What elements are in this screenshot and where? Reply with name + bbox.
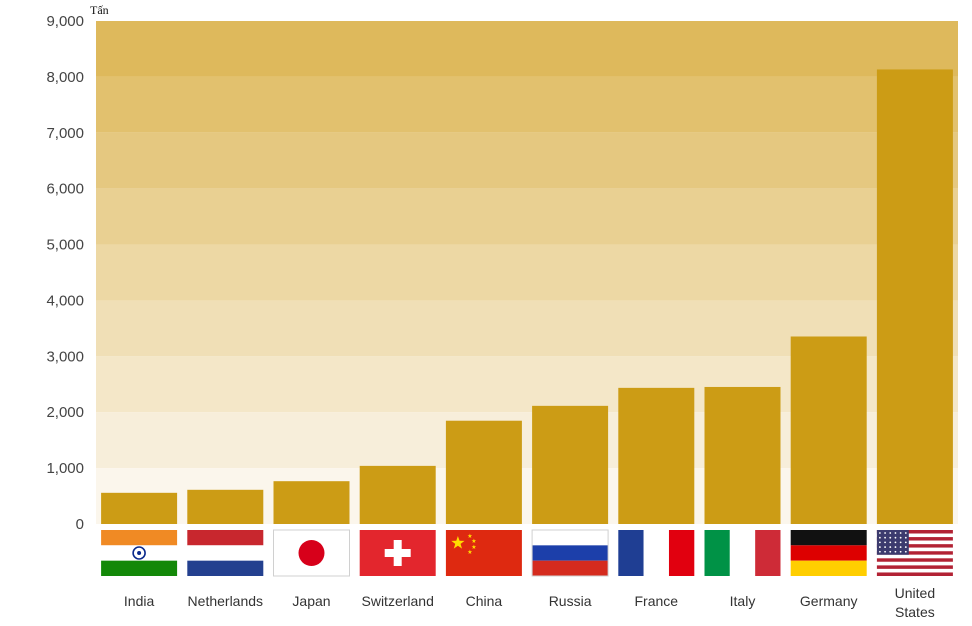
bar xyxy=(790,336,867,524)
x-tick-label: France xyxy=(635,593,679,609)
y-tick-label: 6,000 xyxy=(46,181,84,198)
switzerland-flag-icon xyxy=(359,530,436,576)
x-tick-label: India xyxy=(124,593,155,609)
y-tick-label: 9,000 xyxy=(46,13,84,30)
x-tick-label: Switzerland xyxy=(362,593,434,609)
bar xyxy=(445,420,522,524)
bar xyxy=(273,481,350,524)
x-tick-label: Russia xyxy=(549,593,592,609)
germany-flag-icon xyxy=(790,530,867,576)
italy-flag-icon xyxy=(704,530,781,576)
united-states-flag-icon xyxy=(876,530,953,576)
india-flag-icon xyxy=(101,530,178,576)
bar xyxy=(101,492,178,524)
y-tick-label: 7,000 xyxy=(46,125,84,142)
y-axis: 0 1,000 2,000 3,000 4,000 5,000 6,000 7,000 8,00… xyxy=(46,13,84,533)
flags xyxy=(101,529,953,577)
y-tick-label: 0 xyxy=(76,516,84,533)
y-tick-label: 1,000 xyxy=(46,460,84,477)
bar xyxy=(187,489,264,524)
background-band xyxy=(96,132,958,189)
x-tick-label: China xyxy=(466,593,503,609)
bar xyxy=(359,465,436,524)
bar xyxy=(704,386,781,524)
y-tick-label: 8,000 xyxy=(46,69,84,86)
bar xyxy=(876,69,953,525)
background-band xyxy=(96,21,958,77)
china-flag-icon xyxy=(445,530,522,576)
x-tick-label: Japan xyxy=(292,593,330,609)
background-band xyxy=(96,188,958,245)
x-axis: India Netherlands Japan Switzerland China Rus… xyxy=(124,585,935,620)
bar xyxy=(618,387,695,524)
unit-label: Tấn xyxy=(90,3,109,17)
x-tick-label: United States xyxy=(895,585,935,620)
background-band xyxy=(96,76,958,133)
japan-flag-icon xyxy=(273,529,350,577)
x-tick-label: Netherlands xyxy=(188,593,264,609)
france-flag-icon xyxy=(618,530,695,576)
bars xyxy=(101,69,953,525)
y-tick-label: 3,000 xyxy=(46,348,84,365)
y-tick-label: 5,000 xyxy=(46,237,84,254)
bar xyxy=(532,405,609,524)
x-tick-label: Germany xyxy=(800,593,858,609)
y-tick-label: 2,000 xyxy=(46,404,84,421)
background-band xyxy=(96,244,958,301)
x-tick-label: Italy xyxy=(730,593,756,609)
y-tick-label: 4,000 xyxy=(46,292,84,309)
russia-flag-icon xyxy=(531,529,609,577)
netherlands-flag-icon xyxy=(187,530,264,576)
